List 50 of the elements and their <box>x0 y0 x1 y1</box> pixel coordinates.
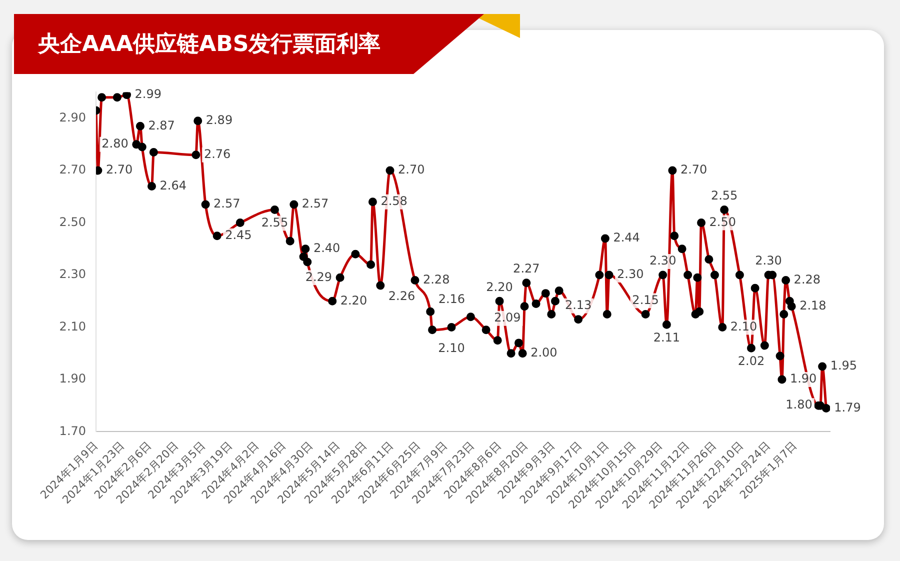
data-label: 2.16 <box>438 292 466 306</box>
data-label: 2.89 <box>206 113 233 128</box>
data-label: 2.99 <box>134 86 162 101</box>
data-label: 2.64 <box>160 178 186 192</box>
data-label: 2.80 <box>102 136 128 151</box>
data-label: 2.70 <box>106 162 133 177</box>
data-label: 2.20 <box>340 293 368 308</box>
data-label: 2.55 <box>261 215 288 230</box>
data-label: 2.18 <box>800 298 826 312</box>
data-label: 2.55 <box>710 188 738 202</box>
data-label: 2.00 <box>530 346 558 360</box>
data-label: 2.50 <box>709 214 736 229</box>
y-tick-label: 2.50 <box>59 214 86 229</box>
data-label: 2.26 <box>388 289 416 304</box>
data-label: 1.90 <box>790 372 817 386</box>
data-label: 2.28 <box>794 272 821 286</box>
data-label: 2.27 <box>513 261 540 276</box>
data-label: 2.70 <box>398 162 425 177</box>
y-tick-label: 2.10 <box>59 319 86 334</box>
data-label: 2.40 <box>313 241 340 256</box>
data-label: 1.80 <box>786 398 812 412</box>
y-tick-label: 2.30 <box>59 267 86 282</box>
data-label: 2.70 <box>680 162 708 177</box>
data-label: 2.30 <box>617 267 644 282</box>
data-label: 2.30 <box>649 254 676 268</box>
data-label: 2.58 <box>380 194 408 208</box>
data-label: 2.44 <box>613 230 640 245</box>
data-label: 1.95 <box>830 358 858 373</box>
data-label: 2.29 <box>305 270 332 284</box>
data-label: 1.79 <box>834 400 861 414</box>
data-label: 2.28 <box>422 272 450 286</box>
data-label: 2.20 <box>486 280 513 294</box>
chart-title: 央企AAA供应链ABS发行票面利率 <box>38 30 381 59</box>
data-label: 2.09 <box>494 310 521 325</box>
data-label: 2.15 <box>632 292 659 307</box>
data-label: 2.10 <box>438 340 465 355</box>
data-label: 2.45 <box>225 228 252 242</box>
data-label: 2.57 <box>214 196 240 211</box>
y-tick-label: 2.90 <box>59 110 86 124</box>
data-label: 2.10 <box>730 319 758 334</box>
data-label: 2.76 <box>204 147 231 162</box>
data-label: 2.57 <box>302 196 329 211</box>
data-label: 2.87 <box>148 118 175 132</box>
data-label: 2.11 <box>653 330 680 344</box>
data-label: 2.13 <box>564 298 592 312</box>
y-tick-label: 1.90 <box>59 372 86 386</box>
data-label: 2.30 <box>755 254 782 268</box>
y-tick-label: 2.70 <box>59 162 86 177</box>
y-tick-label: 1.70 <box>59 424 86 438</box>
data-label: 2.02 <box>738 354 765 368</box>
